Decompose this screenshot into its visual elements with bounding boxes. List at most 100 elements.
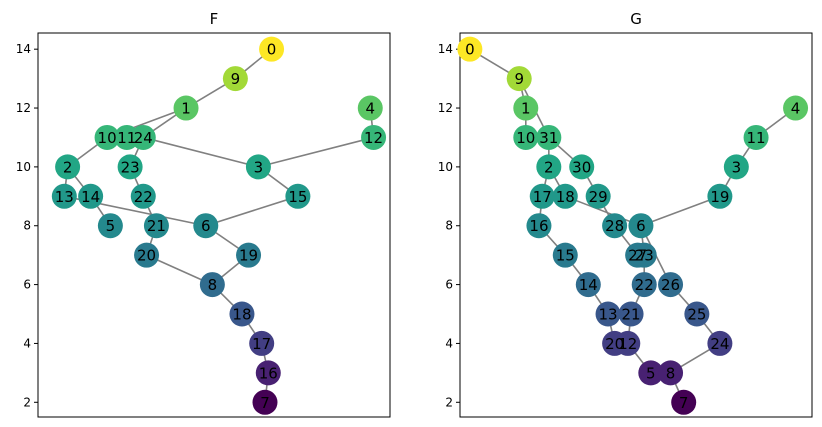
y-tick-label: 4 [23, 336, 31, 350]
node [618, 301, 644, 327]
node-label: 6 [201, 217, 211, 235]
y-tick-label: 2 [23, 395, 31, 409]
node [222, 66, 248, 92]
node [361, 124, 387, 150]
node [529, 183, 555, 209]
node-label: 31 [539, 129, 558, 147]
node [55, 154, 81, 180]
node [259, 36, 285, 62]
node [595, 301, 621, 327]
node-label: 8 [666, 364, 676, 382]
y-tick-label: 8 [445, 219, 453, 233]
node-label: 13 [598, 306, 617, 324]
node [245, 154, 271, 180]
node-label: 0 [465, 41, 475, 59]
y-tick-label: 12 [16, 101, 31, 115]
node [357, 95, 383, 121]
node [638, 360, 664, 386]
node [585, 183, 611, 209]
node [249, 330, 275, 356]
node-label: 5 [106, 217, 116, 235]
node-label: 23 [635, 247, 654, 265]
node-label: 7 [260, 394, 270, 412]
node [723, 154, 749, 180]
y-tick-label: 14 [16, 42, 31, 56]
node-label: 3 [732, 158, 742, 176]
node-label: 0 [267, 41, 277, 59]
node [552, 183, 578, 209]
node-label: 29 [589, 188, 608, 206]
node [229, 301, 255, 327]
edge [205, 195, 299, 227]
y-tick-label: 14 [438, 42, 453, 56]
node-label: 11 [747, 129, 766, 147]
node-label: 26 [661, 276, 680, 294]
y-tick-label: 6 [445, 278, 453, 292]
node-label: 1 [181, 100, 191, 118]
node [631, 272, 657, 298]
edge [564, 195, 642, 227]
y-tick-label: 12 [438, 101, 453, 115]
node [631, 242, 657, 268]
node-label: 14 [579, 276, 598, 294]
node [707, 183, 733, 209]
node-label: 22 [134, 188, 153, 206]
node [457, 36, 483, 62]
chart-title: F [210, 10, 219, 28]
edge [258, 136, 374, 168]
node-label: 5 [646, 364, 656, 382]
plot-frame [459, 32, 813, 418]
node-label: 20 [137, 247, 156, 265]
node [536, 154, 562, 180]
node-label: 21 [622, 306, 641, 324]
node [143, 213, 169, 239]
node-label: 22 [635, 276, 654, 294]
node-label: 6 [636, 217, 646, 235]
node [707, 330, 733, 356]
y-tick-label: 4 [445, 336, 453, 350]
node [526, 213, 552, 239]
node-label: 19 [710, 188, 729, 206]
node [130, 124, 156, 150]
node-label: 21 [147, 217, 166, 235]
node [130, 183, 156, 209]
y-tick-label: 8 [23, 219, 31, 233]
node-label: 7 [679, 394, 689, 412]
y-tick-label: 6 [23, 278, 31, 292]
node-label: 15 [288, 188, 307, 206]
node [569, 154, 595, 180]
node-label: 18 [232, 306, 251, 324]
y-tick-label: 10 [16, 160, 31, 174]
node [94, 124, 120, 150]
node [684, 301, 710, 327]
node-label: 10 [516, 129, 535, 147]
node-label: 14 [81, 188, 100, 206]
node-label: 16 [529, 217, 548, 235]
node-label: 12 [364, 129, 383, 147]
node-label: 24 [134, 129, 153, 147]
node-label: 9 [231, 70, 241, 88]
node [783, 95, 809, 121]
plot-frame [37, 32, 391, 418]
node [193, 213, 219, 239]
node [513, 124, 539, 150]
node [658, 360, 684, 386]
node-label: 4 [791, 100, 801, 118]
node-label: 19 [239, 247, 258, 265]
node [671, 389, 697, 415]
node-label: 4 [365, 100, 375, 118]
node-label: 2 [544, 158, 554, 176]
node-label: 11 [117, 129, 136, 147]
node [602, 213, 628, 239]
node [78, 183, 104, 209]
node-label: 30 [572, 158, 591, 176]
node-label: 8 [208, 276, 218, 294]
node [575, 272, 601, 298]
node [236, 242, 262, 268]
node-label: 9 [514, 70, 524, 88]
node [97, 213, 123, 239]
node-label: 25 [687, 306, 706, 324]
node [658, 272, 684, 298]
